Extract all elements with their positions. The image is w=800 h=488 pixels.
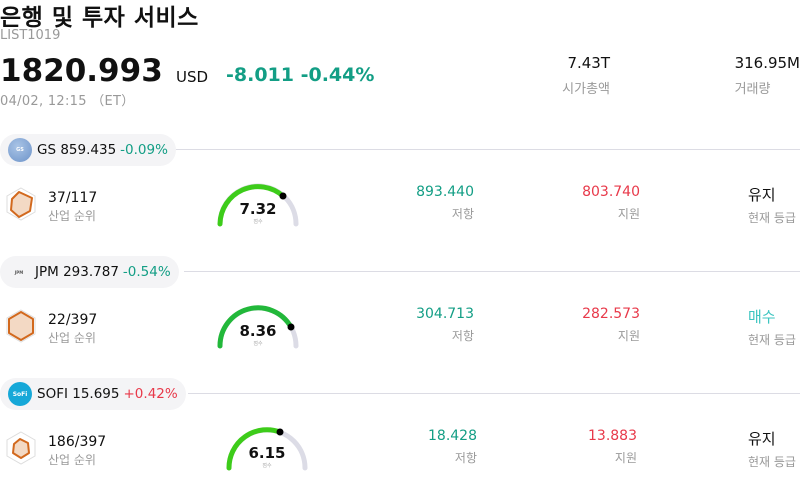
score-value: 6.15 [248, 444, 286, 462]
rating-label: 현재 등급 [748, 333, 796, 347]
industry-rank: 22/397 산업 순위 [48, 312, 97, 346]
price-change: -8.011 -0.44% [226, 64, 375, 86]
current-rating: 매수 현재 등급 [748, 306, 796, 348]
radar-chart-icon [6, 309, 36, 343]
support-level: 803.740 지원 [582, 184, 640, 222]
current-rating: 유지 현재 등급 [748, 428, 796, 470]
rating-label: 현재 등급 [748, 211, 796, 225]
industry-rank: 37/117 산업 순위 [48, 190, 97, 224]
rank-label: 산업 순위 [48, 453, 96, 467]
page-title: 은행 및 투자 서비스 [0, 5, 199, 31]
resistance-value: 18.428 [428, 428, 477, 444]
stock-section-sofi: SoFi SOFI 15.695 +0.42% 186/397 산업 순위 6.… [0, 378, 800, 488]
support-value: 13.883 [588, 428, 637, 444]
divider [170, 149, 800, 150]
industry-rank: 186/397 산업 순위 [48, 434, 106, 468]
current-rating: 유지 현재 등급 [748, 184, 796, 226]
timestamp: 04/02, 12:15 （ET） [0, 94, 135, 109]
radar-chart-icon [6, 431, 36, 465]
stock-change-pct: +0.42% [123, 386, 178, 402]
rating-value: 유지 [748, 186, 776, 204]
sofi-logo-icon: SoFi [8, 382, 32, 406]
support-label: 지원 [614, 451, 637, 465]
divider [184, 271, 800, 272]
resistance-value: 304.713 [416, 306, 474, 322]
rating-value: 매수 [748, 308, 776, 326]
score-value: 7.32 [239, 200, 277, 218]
resistance-label: 저항 [454, 451, 477, 465]
rank-label: 산업 순위 [48, 209, 96, 223]
resistance-label: 저항 [451, 207, 474, 221]
ticker-id: LIST1019 [0, 28, 61, 43]
index-price: 1820.993 [0, 53, 163, 89]
stock-price: 859.435 [60, 142, 117, 158]
stock-symbol: GS [37, 142, 57, 158]
radar-chart-icon [6, 187, 36, 221]
currency-label: USD [176, 68, 209, 86]
support-label: 지원 [617, 329, 640, 343]
rank-label: 산업 순위 [48, 331, 96, 345]
stock-price: 15.695 [72, 386, 120, 402]
score-label: 점수 [253, 341, 263, 347]
resistance-level: 304.713 저항 [416, 306, 474, 344]
resistance-value: 893.440 [416, 184, 474, 200]
resistance-label: 저항 [451, 329, 474, 343]
score-value: 8.36 [239, 322, 277, 340]
divider [188, 393, 800, 394]
stock-change-pct: -0.09% [120, 142, 168, 158]
stock-symbol: JPM [35, 264, 59, 280]
stock-pill-gs[interactable]: GS GS 859.435 -0.09% [0, 134, 176, 166]
rank-value: 37/117 [48, 190, 98, 206]
market-cap-label: 시가총액 [562, 82, 610, 97]
resistance-level: 893.440 저항 [416, 184, 474, 222]
rank-value: 186/397 [48, 434, 107, 450]
stock-pill-jpm[interactable]: JPM JPM 293.787 -0.54% [0, 256, 179, 288]
stock-symbol: SOFI [37, 386, 68, 402]
market-cap-value: 7.43T [567, 54, 610, 72]
stock-price: 293.787 [63, 264, 119, 280]
support-level: 13.883 지원 [588, 428, 637, 466]
score-gauge: 8.36 점수 [215, 302, 301, 352]
score-label: 점수 [262, 463, 272, 469]
volume-stat: 316.95M 거래량 [735, 54, 800, 97]
volume-label: 거래량 [734, 82, 771, 97]
goldman-sachs-logo-icon: GS [8, 138, 32, 162]
stock-pill-sofi[interactable]: SoFi SOFI 15.695 +0.42% [0, 378, 186, 410]
rating-value: 유지 [748, 430, 776, 448]
stock-section-jpm: JPM JPM 293.787 -0.54% 22/397 산업 순위 8.36… [0, 256, 800, 378]
support-value: 282.573 [582, 306, 640, 322]
rating-label: 현재 등급 [748, 455, 796, 469]
volume-value: 316.95M [734, 54, 800, 72]
resistance-level: 18.428 저항 [428, 428, 477, 466]
market-cap-stat: 7.43T 시가총액 [562, 54, 610, 97]
score-gauge: 6.15 점수 [224, 424, 310, 474]
score-gauge: 7.32 점수 [215, 180, 301, 230]
rank-value: 22/397 [48, 312, 98, 328]
support-level: 282.573 지원 [582, 306, 640, 344]
stock-change-pct: -0.54% [122, 264, 171, 280]
jpmorgan-logo-icon: JPM [8, 266, 30, 278]
support-value: 803.740 [582, 184, 640, 200]
score-label: 점수 [253, 219, 263, 225]
stock-section-gs: GS GS 859.435 -0.09% 37/117 산업 순위 7.32 점… [0, 134, 800, 256]
support-label: 지원 [617, 207, 640, 221]
